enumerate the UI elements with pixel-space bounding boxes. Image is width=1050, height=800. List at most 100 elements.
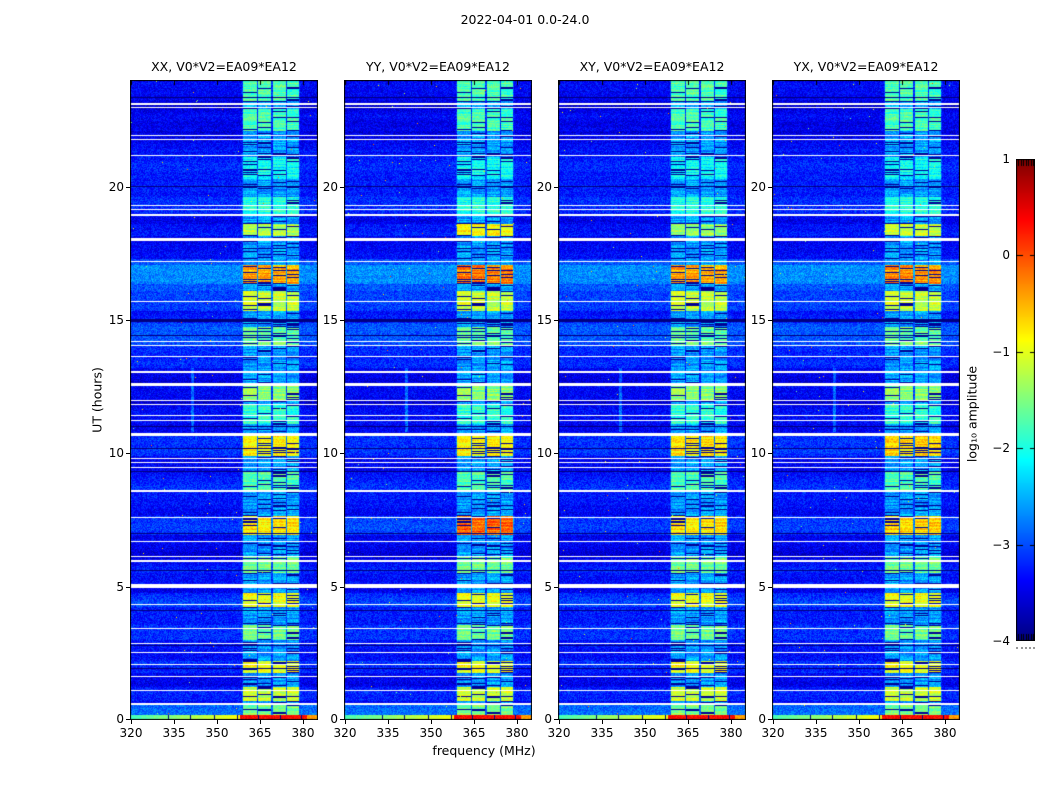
y-tick-label: 0 <box>330 712 338 726</box>
y-tick-mark <box>768 187 772 188</box>
x-tick-mark <box>131 720 132 724</box>
panel-title-yy: YY, V0*V2=EA09*EA12 <box>366 59 510 74</box>
panel-title-xy: XY, V0*V2=EA09*EA12 <box>579 59 725 74</box>
y-tick-mark <box>340 453 344 454</box>
y-tick-mark <box>768 453 772 454</box>
y-axis-label: UT (hours) <box>89 367 105 433</box>
x-tick-label: 380 <box>719 726 743 740</box>
spectrogram-canvas-xy <box>558 80 746 720</box>
spectrogram-canvas-xx <box>130 80 318 720</box>
y-tick-mark <box>126 453 130 454</box>
x-tick-label: 335 <box>590 726 614 740</box>
x-tick-label: 365 <box>890 726 914 740</box>
y-tick-label: 10 <box>322 446 338 460</box>
x-tick-mark <box>645 720 646 724</box>
colorbar <box>1016 159 1035 641</box>
x-tick-label: 350 <box>205 726 229 740</box>
y-tick-label: 20 <box>108 180 124 194</box>
y-tick-label: 5 <box>330 580 338 594</box>
y-tick-mark <box>768 587 772 588</box>
y-tick-mark <box>126 719 130 720</box>
x-tick-mark <box>602 720 603 724</box>
colorbar-label: log₁₀ amplitude <box>964 365 980 463</box>
x-tick-mark <box>474 720 475 724</box>
x-tick-mark <box>517 720 518 724</box>
x-tick-mark <box>174 720 175 724</box>
x-tick-mark <box>217 720 218 724</box>
x-tick-mark <box>902 720 903 724</box>
x-tick-mark <box>345 720 346 724</box>
y-tick-label: 15 <box>322 313 338 327</box>
y-tick-label: 5 <box>544 580 552 594</box>
x-tick-label: 320 <box>761 726 785 740</box>
x-tick-label: 320 <box>119 726 143 740</box>
y-tick-mark <box>340 719 344 720</box>
y-tick-mark <box>340 320 344 321</box>
x-tick-mark <box>431 720 432 724</box>
x-tick-mark <box>388 720 389 724</box>
colorbar-extend-dots <box>1016 647 1035 649</box>
y-tick-mark <box>554 719 558 720</box>
colorbar-tick-label: −4 <box>992 634 1010 648</box>
x-tick-mark <box>945 720 946 724</box>
y-tick-mark <box>126 187 130 188</box>
x-tick-label: 335 <box>376 726 400 740</box>
x-tick-label: 335 <box>162 726 186 740</box>
colorbar-tick-label: 0 <box>1002 248 1010 263</box>
y-tick-label: 0 <box>544 712 552 726</box>
y-tick-label: 20 <box>322 180 338 194</box>
y-tick-label: 10 <box>750 446 766 460</box>
y-tick-label: 5 <box>758 580 766 594</box>
x-tick-mark <box>303 720 304 724</box>
x-tick-label: 365 <box>462 726 486 740</box>
x-tick-label: 365 <box>676 726 700 740</box>
y-tick-mark <box>340 187 344 188</box>
x-tick-mark <box>773 720 774 724</box>
x-tick-mark <box>559 720 560 724</box>
x-tick-label: 350 <box>419 726 443 740</box>
y-tick-mark <box>554 187 558 188</box>
x-tick-label: 320 <box>333 726 357 740</box>
y-tick-mark <box>768 719 772 720</box>
x-tick-label: 335 <box>804 726 828 740</box>
figure-title: 2022-04-01 0.0-24.0 <box>460 12 590 27</box>
y-tick-mark <box>554 587 558 588</box>
colorbar-tick-label: −2 <box>992 441 1010 456</box>
panel-title-xx: XX, V0*V2=EA09*EA12 <box>151 59 297 74</box>
spectrogram-canvas-yx <box>772 80 960 720</box>
colorbar-tick-label: −3 <box>992 537 1010 552</box>
y-tick-mark <box>340 587 344 588</box>
y-tick-label: 0 <box>758 712 766 726</box>
y-tick-label: 15 <box>750 313 766 327</box>
x-tick-mark <box>688 720 689 724</box>
x-tick-mark <box>816 720 817 724</box>
y-tick-label: 20 <box>750 180 766 194</box>
x-tick-label: 350 <box>633 726 657 740</box>
x-tick-mark <box>731 720 732 724</box>
panel-title-yx: YX, V0*V2=EA09*EA12 <box>793 59 939 74</box>
y-tick-label: 10 <box>108 446 124 460</box>
y-tick-mark <box>554 320 558 321</box>
y-tick-mark <box>126 320 130 321</box>
y-tick-label: 15 <box>536 313 552 327</box>
x-tick-label: 350 <box>847 726 871 740</box>
y-tick-label: 0 <box>116 712 124 726</box>
x-tick-label: 380 <box>933 726 957 740</box>
x-tick-mark <box>859 720 860 724</box>
x-tick-label: 365 <box>248 726 272 740</box>
x-tick-label: 380 <box>505 726 529 740</box>
y-tick-label: 10 <box>536 446 552 460</box>
x-tick-mark <box>260 720 261 724</box>
x-tick-label: 380 <box>291 726 315 740</box>
y-tick-label: 5 <box>116 580 124 594</box>
y-tick-label: 15 <box>108 313 124 327</box>
y-tick-mark <box>126 587 130 588</box>
spectrogram-canvas-yy <box>344 80 532 720</box>
y-tick-label: 20 <box>536 180 552 194</box>
x-axis-label: frequency (MHz) <box>432 743 536 758</box>
colorbar-tick-label: −1 <box>992 344 1010 359</box>
colorbar-tick-label: 1 <box>1002 152 1010 166</box>
y-tick-mark <box>768 320 772 321</box>
y-tick-mark <box>554 453 558 454</box>
